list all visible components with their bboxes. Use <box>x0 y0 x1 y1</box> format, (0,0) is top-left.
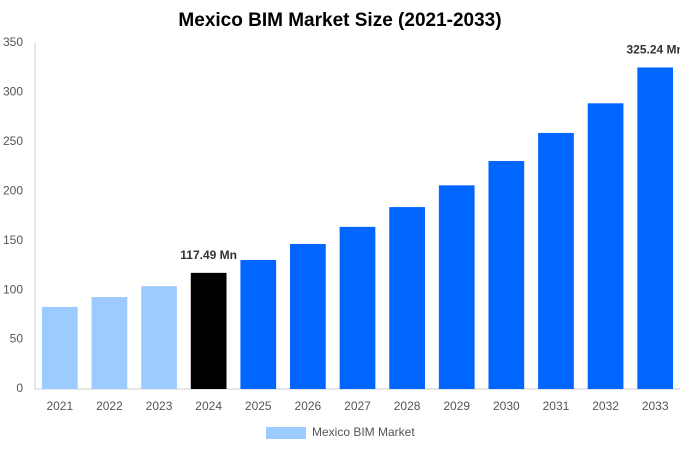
y-tick-label: 300 <box>3 85 23 99</box>
y-tick-label: 100 <box>3 282 23 296</box>
y-tick-label: 150 <box>3 233 23 247</box>
x-tick-label: 2029 <box>443 399 470 413</box>
bar <box>538 132 574 389</box>
x-tick-label: 2022 <box>96 399 123 413</box>
chart-title: Mexico BIM Market Size (2021-2033) <box>178 10 501 31</box>
bar <box>240 259 277 389</box>
x-tick-label: 2027 <box>344 399 371 413</box>
legend-swatch <box>266 427 306 439</box>
y-tick-label: 0 <box>16 381 23 395</box>
x-tick-label: 2025 <box>245 399 272 413</box>
legend-label: Mexico BIM Market <box>312 425 415 439</box>
bar <box>389 207 425 389</box>
bar <box>587 103 624 389</box>
value-label: 117.49 Mn <box>180 248 237 262</box>
bar <box>41 306 78 389</box>
x-tick-label: 2030 <box>493 399 520 413</box>
bar <box>339 226 376 389</box>
bar <box>637 67 674 390</box>
x-tick-label: 2033 <box>642 399 669 413</box>
y-tick-label: 50 <box>10 332 24 346</box>
x-tick-label: 2031 <box>543 399 570 413</box>
x-tick-label: 2021 <box>46 399 73 413</box>
y-tick-label: 250 <box>3 134 23 148</box>
bar <box>141 286 177 389</box>
x-tick-label: 2023 <box>146 399 173 413</box>
y-tick-label: 200 <box>3 183 23 197</box>
x-tick-label: 2028 <box>394 399 421 413</box>
bar <box>488 161 525 389</box>
x-tick-label: 2032 <box>592 399 619 413</box>
bar <box>190 272 227 389</box>
value-label: 325.24 Mn <box>627 43 680 57</box>
bar <box>438 185 475 389</box>
bar <box>290 243 326 389</box>
bar <box>91 297 128 389</box>
x-tick-label: 2026 <box>295 399 322 413</box>
y-tick-label: 350 <box>3 35 23 49</box>
x-tick-label: 2024 <box>195 399 222 413</box>
